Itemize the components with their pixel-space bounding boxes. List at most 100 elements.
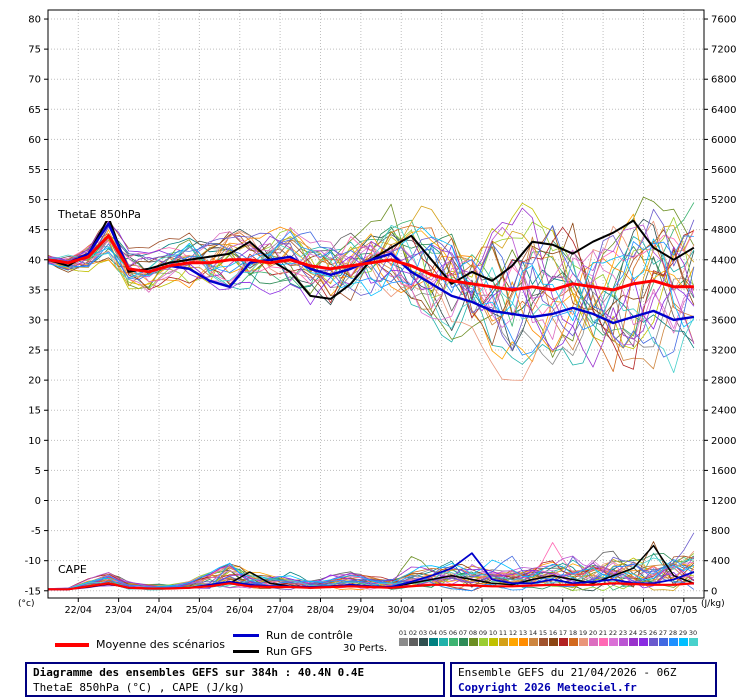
y-axis-label-left: 60 [28, 135, 41, 146]
copyright: Copyright 2026 Meteociel.fr [458, 681, 637, 694]
pert-number: 30 [688, 629, 698, 637]
pert-swatch-col: 14 [528, 629, 538, 646]
x-axis-label: 05/05 [589, 605, 616, 616]
pert-color-swatch [648, 638, 658, 646]
pert-color-swatch [578, 638, 588, 646]
pert-color-swatch [408, 638, 418, 646]
pert-color-swatch [478, 638, 488, 646]
pert-swatch-col: 05 [438, 629, 448, 646]
y-axis-label-right: 6800 [711, 75, 736, 86]
y-axis-label-right: 1200 [711, 496, 736, 507]
ensemble-chart: -15 0 -10 400 -5 800 0 1200 5 1600 10 2000 15 2400 20 2… [18, 9, 736, 616]
ensemble-member-line [47, 227, 695, 340]
x-axis-label: 26/04 [226, 605, 253, 616]
pert-color-swatch [678, 638, 688, 646]
pert-swatch-col: 07 [458, 629, 468, 646]
x-axis-label: 27/04 [266, 605, 293, 616]
ensemble-member-line [47, 207, 695, 368]
y-axis-label-right: 400 [711, 556, 730, 567]
series-lines [47, 196, 695, 592]
y-axis-label-left: 50 [28, 195, 41, 206]
pert-number: 02 [408, 629, 418, 637]
y-axis-label-left: 15 [28, 406, 41, 417]
pert-color-swatch [488, 638, 498, 646]
y-axis-label-right: 2400 [711, 406, 736, 417]
x-axis-label: 29/04 [347, 605, 374, 616]
pert-swatch-col: 13 [518, 629, 528, 646]
legend-gfs: Run GFS [233, 645, 312, 658]
plot-border [47, 9, 705, 599]
left-axis-unit: (°c) [18, 599, 34, 609]
legend-gfs-label: Run GFS [266, 645, 313, 658]
pert-color-swatch [688, 638, 698, 646]
y-axis-label-left: 20 [28, 376, 41, 387]
diagram-subtitle: ThetaE 850hPa (°C) , CAPE (J/kg) [33, 681, 245, 694]
y-axis-label-right: 1600 [711, 466, 736, 477]
y-axis-label-left: -15 [25, 586, 41, 597]
ensemble-member-line [47, 208, 695, 351]
pert-color-swatch [428, 638, 438, 646]
pert-swatch-col: 04 [428, 629, 438, 646]
pert-swatch-col: 11 [498, 629, 508, 646]
legend-control: Run de contrôle [233, 629, 353, 642]
pert-swatch-col: 12 [508, 629, 518, 646]
y-axis-label-right: 6000 [711, 135, 736, 146]
pert-swatch-col: 21 [598, 629, 608, 646]
pert-color-swatch [438, 638, 448, 646]
pert-color-swatch [498, 638, 508, 646]
control-line-sample [233, 634, 259, 637]
y-axis-label-left: 40 [28, 255, 41, 266]
pert-swatch-col: 16 [548, 629, 558, 646]
pert-swatch-col: 22 [608, 629, 618, 646]
legend-perts-label: 30 Perts. [343, 643, 388, 654]
pert-swatch-col: 06 [448, 629, 458, 646]
pert-color-swatch [598, 638, 608, 646]
y-axis-label-left: 70 [28, 75, 41, 86]
pert-swatch-col: 23 [618, 629, 628, 646]
pert-color-swatch [508, 638, 518, 646]
ensemble-member-cape-line [47, 559, 695, 590]
x-axis-label: 02/05 [468, 605, 495, 616]
y-axis-label-left: -10 [25, 556, 41, 567]
pert-swatch-col: 29 [678, 629, 688, 646]
pert-number: 22 [608, 629, 618, 637]
pert-swatch-col: 15 [538, 629, 548, 646]
pert-color-swatch [558, 638, 568, 646]
x-axis-label: 04/05 [549, 605, 576, 616]
pert-color-swatch [468, 638, 478, 646]
pert-color-swatch [658, 638, 668, 646]
pert-swatch-col: 10 [488, 629, 498, 646]
ensemble-member-line [47, 222, 695, 317]
mean-line [47, 234, 694, 292]
ensemble-member-line [47, 224, 695, 345]
pert-number: 28 [668, 629, 678, 637]
pert-number: 15 [538, 629, 548, 637]
pert-swatch-col: 17 [558, 629, 568, 646]
x-axis-label: 28/04 [307, 605, 334, 616]
pert-color-swatch [398, 638, 408, 646]
pert-number: 05 [438, 629, 448, 637]
y-axis-label-right: 5600 [711, 165, 736, 176]
pert-swatch-col: 01 [398, 629, 408, 646]
x-axis-label: 03/05 [509, 605, 536, 616]
x-axis-label: 25/04 [186, 605, 213, 616]
pert-number: 23 [618, 629, 628, 637]
y-axis-label-right: 4000 [711, 285, 736, 296]
y-axis-label-right: 4400 [711, 255, 736, 266]
pert-swatch-col: 02 [408, 629, 418, 646]
gfs-line-sample [233, 650, 259, 653]
pert-number: 19 [578, 629, 588, 637]
pert-number: 18 [568, 629, 578, 637]
pert-number: 21 [598, 629, 608, 637]
x-axis-label: 30/04 [388, 605, 415, 616]
pert-color-swatch [548, 638, 558, 646]
y-axis-label-right: 2000 [711, 436, 736, 447]
y-axis-label-left: 75 [28, 45, 41, 56]
pert-number: 07 [458, 629, 468, 637]
y-axis-label-left: 55 [28, 165, 41, 176]
legend-mean: Moyenne des scénarios [55, 638, 225, 651]
pert-number: 29 [678, 629, 688, 637]
ensemble-member-line [47, 226, 695, 353]
pert-color-swatch [628, 638, 638, 646]
pert-color-swatch [458, 638, 468, 646]
